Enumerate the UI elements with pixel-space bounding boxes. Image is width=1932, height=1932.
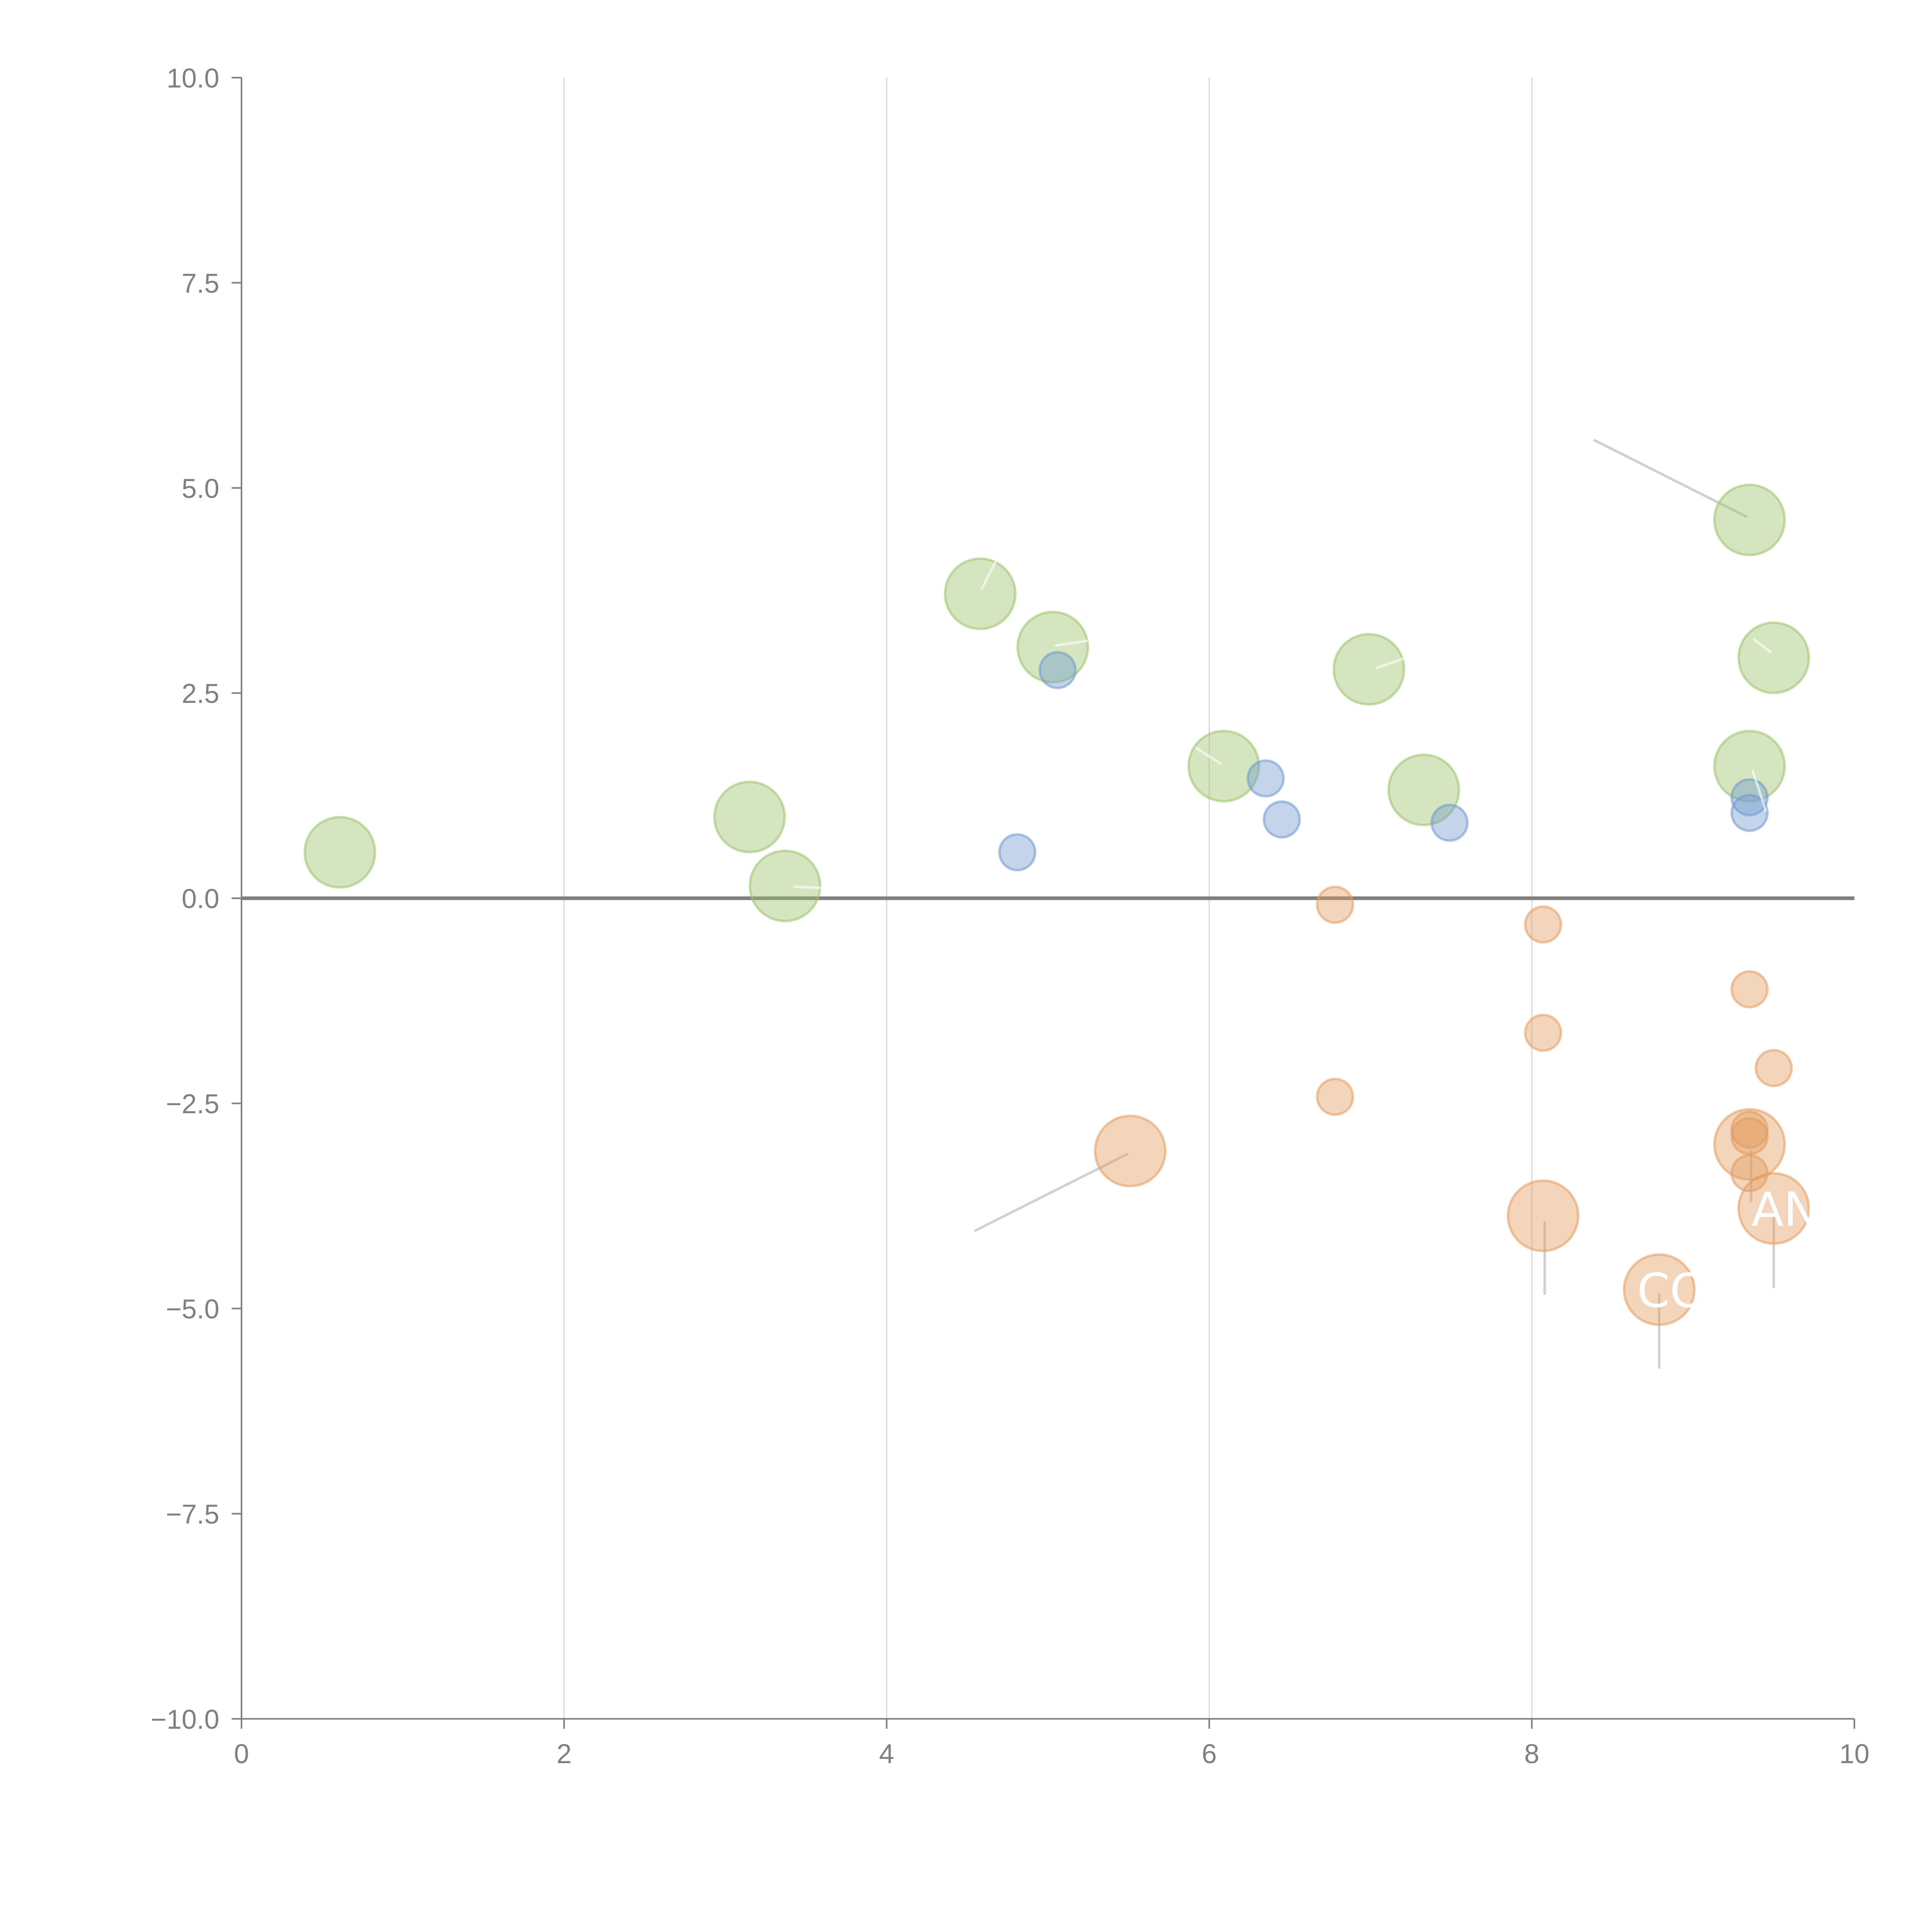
x-tick-label: 8 [1524, 1738, 1539, 1769]
leader-line [980, 559, 998, 590]
bubbles [303, 483, 1810, 1326]
bubble-green [944, 557, 1017, 630]
bubble-blue [1247, 759, 1285, 798]
y-tick-label: 5.0 [182, 473, 219, 503]
bubble-blue [1430, 803, 1469, 842]
bubble-green [1713, 483, 1786, 556]
x-tick-label: 2 [556, 1738, 571, 1769]
x-tick-label: 0 [234, 1738, 249, 1769]
bubble-orange [1316, 1078, 1354, 1116]
bubble-orange [1622, 1253, 1696, 1326]
bubble-green [1332, 633, 1405, 706]
y-tick-label: −7.5 [166, 1499, 219, 1529]
bubble-blue [998, 833, 1037, 872]
y-tick-label: 0.0 [182, 883, 219, 914]
leader-lines-white [793, 559, 1772, 891]
bubble-green [1713, 730, 1786, 803]
y-tick-label: 7.5 [182, 268, 219, 298]
bubble-label: CO [1637, 1264, 1707, 1318]
leader-line [1751, 770, 1767, 812]
leader-line [974, 1153, 1128, 1232]
bubble-blue [1730, 794, 1769, 832]
leader-lines [974, 439, 1775, 1369]
bubble-orange [1316, 886, 1354, 924]
leader-line [1195, 747, 1222, 765]
bubble-orange [1713, 1108, 1786, 1181]
leader-line [1376, 656, 1407, 669]
y-tick-label: 2.5 [182, 678, 219, 709]
bubble-green [1737, 621, 1810, 694]
y-tick-label: −2.5 [166, 1088, 219, 1119]
bubble-green [748, 849, 821, 922]
bubble-orange [1507, 1179, 1580, 1252]
bubble-orange [1730, 970, 1769, 1009]
leader-line [1753, 638, 1772, 653]
bubble-green [1187, 730, 1260, 803]
leader-line [793, 885, 853, 891]
leader-line [1593, 439, 1748, 518]
bubble-orange [1754, 1049, 1793, 1087]
bubble-blue [1038, 651, 1077, 689]
y-tick-label: −5.0 [166, 1294, 219, 1324]
bubble-green [303, 816, 376, 889]
x-tick-label: 4 [879, 1738, 894, 1769]
y-tick-label: −10.0 [151, 1704, 219, 1735]
x-tick-label: 10 [1839, 1738, 1869, 1769]
bubble-orange [1737, 1172, 1810, 1245]
bubble-orange [1524, 1014, 1562, 1052]
ticks: 0 2 4 6 8 10 10.0 7.5 5.0 2.5 0.0 −2.5 −5.0 −7.5 −10.0 [151, 63, 1869, 1769]
bubble-orange [1094, 1114, 1167, 1187]
y-tick-label: 10.0 [167, 63, 219, 93]
bubble-green [713, 781, 786, 854]
bubble-orange [1524, 905, 1562, 944]
annotations: AN CO [1637, 1182, 1819, 1318]
bubble-green [1016, 611, 1089, 684]
x-tick-label: 6 [1202, 1738, 1217, 1769]
bubble-blue [1262, 800, 1301, 839]
leader-line [1054, 637, 1106, 647]
bubble-label: AN [1752, 1182, 1819, 1237]
